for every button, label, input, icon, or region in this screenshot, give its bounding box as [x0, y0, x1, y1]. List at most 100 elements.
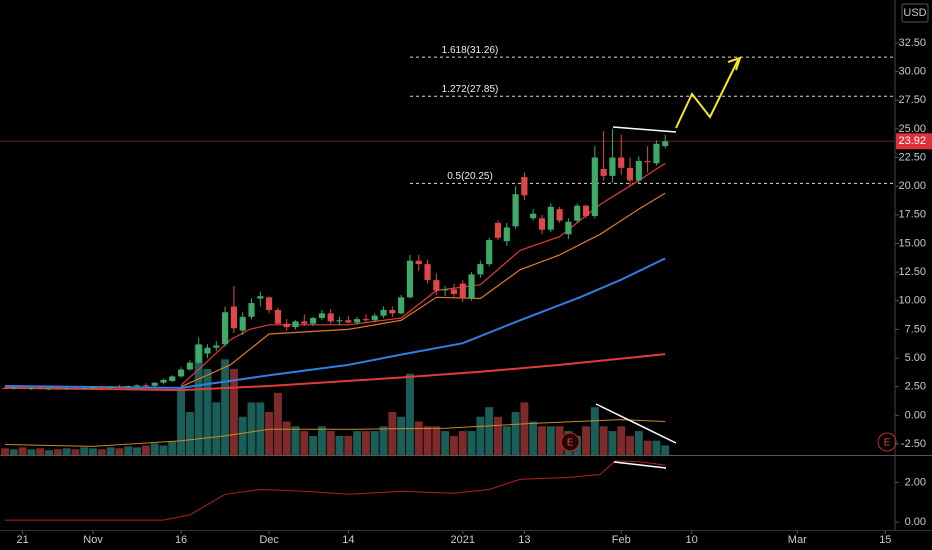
x-tick-label: 10 [686, 534, 698, 546]
candle-body [468, 274, 475, 299]
currency-box[interactable] [901, 3, 929, 23]
volume-bar [335, 435, 344, 455]
candle-body [644, 160, 651, 163]
candle-body [600, 169, 607, 176]
volume-bar [546, 426, 555, 455]
candle-body [618, 157, 625, 168]
candle-body [354, 319, 361, 323]
volume-bar [520, 402, 529, 455]
candle-body [151, 382, 158, 386]
indicator-trendline [613, 461, 667, 469]
earnings-marker[interactable] [560, 432, 580, 452]
x-tick-label: Feb [612, 534, 631, 546]
candle-body [292, 321, 299, 328]
volume-bar [661, 445, 670, 455]
candle-body [133, 385, 141, 387]
candle-body [371, 315, 378, 321]
y-tick-label: 0.00 [905, 409, 926, 421]
candle-body [538, 218, 546, 230]
y-tick-label: 22.50 [898, 151, 926, 163]
candle-body [107, 386, 114, 388]
moving-average [180, 192, 666, 388]
volume-bar [511, 411, 520, 455]
volume-bar [626, 435, 634, 455]
y-tick-label: -2.50 [901, 438, 926, 450]
candle-body [230, 306, 237, 329]
volume-bar [317, 426, 326, 455]
candle-body [327, 313, 334, 322]
candle-body [160, 379, 167, 383]
candle-body [503, 227, 510, 242]
candle-body [424, 264, 431, 281]
moving-average [4, 353, 666, 392]
volume-bar [538, 426, 546, 455]
candle-body [81, 388, 88, 390]
candle-body [98, 387, 105, 389]
projection-path [675, 59, 739, 129]
volume-bar [441, 431, 450, 455]
y-tick-label: 15.00 [898, 237, 926, 249]
candle-body [530, 213, 537, 219]
candle-body [63, 388, 70, 390]
volume-bar [344, 435, 353, 455]
candle-body [116, 386, 123, 388]
indicator-y-tick-label: 0.00 [905, 516, 926, 528]
earnings-marker[interactable] [877, 432, 897, 452]
candle-body [345, 320, 352, 323]
volume-trendline [595, 403, 677, 444]
candle-body [222, 312, 229, 345]
volume-bar [62, 448, 71, 455]
candle-body [477, 264, 484, 275]
y-tick-label: 5.00 [905, 352, 926, 364]
candle-body [662, 141, 669, 147]
volume-bar [9, 449, 18, 455]
candle-body [494, 222, 502, 238]
volume-bar [1, 448, 9, 455]
volume-bar [450, 435, 458, 455]
candle-body [512, 194, 519, 227]
y-tick-label: 30.00 [898, 66, 926, 78]
volume-bar [80, 447, 89, 455]
y-tick-label: 12.50 [898, 266, 926, 278]
candle-body [486, 240, 493, 265]
volume-bar [282, 421, 291, 455]
candle-body [204, 347, 211, 354]
volume-bar [361, 431, 370, 455]
volume-bar [494, 416, 502, 455]
candle-body [257, 296, 264, 299]
volume-bar [124, 446, 133, 455]
candle-body [635, 160, 642, 181]
candle-body [1, 387, 9, 389]
moving-average [4, 257, 666, 389]
volume-bar [36, 448, 45, 455]
x-tick-label: Dec [259, 534, 279, 546]
x-tick-label: 15 [879, 534, 891, 546]
candle-body [186, 362, 193, 370]
candle-body [177, 369, 185, 377]
y-tick-label: 32.50 [898, 37, 926, 49]
candle-body [362, 319, 370, 321]
volume-bar [590, 407, 599, 455]
volume-bar [27, 449, 36, 455]
candle-body [318, 313, 326, 318]
candle-body [336, 320, 343, 322]
candle-body [37, 388, 44, 390]
volume-bar [529, 421, 538, 455]
candle-body [283, 323, 290, 328]
volume-bar [485, 407, 494, 455]
fib-label: 1.618(31.26) [442, 45, 499, 56]
candle-body [142, 385, 149, 387]
plot: -2.50 0.00 2.50 5.00 7.50 10.00 12.50 15.00 17.5… [0, 37, 932, 546]
candle-body [450, 289, 458, 294]
candle-body [574, 205, 581, 221]
volume-bar [18, 447, 27, 455]
volume-bar [247, 402, 256, 455]
candle-body [609, 157, 616, 176]
y-tick-label: 25.00 [898, 123, 926, 135]
volume-bar [634, 431, 643, 455]
volume-bar [229, 368, 238, 455]
indicator-line [5, 460, 666, 521]
volume-bar [115, 448, 124, 455]
last-price-box [896, 133, 932, 150]
